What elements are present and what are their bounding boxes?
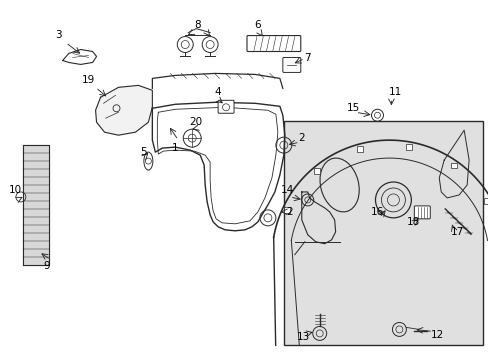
Text: 13: 13 <box>297 332 310 342</box>
Bar <box>284 207 290 213</box>
Text: 18: 18 <box>406 217 419 227</box>
Bar <box>283 121 482 345</box>
FancyBboxPatch shape <box>218 100 234 113</box>
Text: 7: 7 <box>304 54 310 63</box>
Text: 12: 12 <box>430 330 443 341</box>
Bar <box>405 144 411 150</box>
Text: 16: 16 <box>370 207 384 217</box>
Text: 17: 17 <box>449 227 463 237</box>
FancyBboxPatch shape <box>413 206 429 219</box>
Text: 10: 10 <box>8 185 21 195</box>
FancyBboxPatch shape <box>246 36 300 51</box>
Text: 20: 20 <box>189 117 203 127</box>
Text: 3: 3 <box>55 30 62 40</box>
FancyBboxPatch shape <box>282 58 300 72</box>
Bar <box>313 168 320 175</box>
Text: 15: 15 <box>346 103 360 113</box>
Text: 1: 1 <box>172 143 178 153</box>
Text: 11: 11 <box>388 87 401 97</box>
Text: 4: 4 <box>214 87 221 97</box>
Text: 2: 2 <box>298 133 305 143</box>
Text: 9: 9 <box>43 261 50 271</box>
Text: 14: 14 <box>281 185 294 195</box>
Text: 8: 8 <box>193 19 200 30</box>
Text: 6: 6 <box>254 19 261 30</box>
Text: 5: 5 <box>140 147 146 157</box>
Text: 19: 19 <box>82 75 95 85</box>
Bar <box>483 198 488 204</box>
Polygon shape <box>23 145 49 265</box>
Bar <box>450 162 456 168</box>
Bar <box>357 146 363 152</box>
Text: 2: 2 <box>286 207 292 217</box>
Polygon shape <box>95 85 152 135</box>
